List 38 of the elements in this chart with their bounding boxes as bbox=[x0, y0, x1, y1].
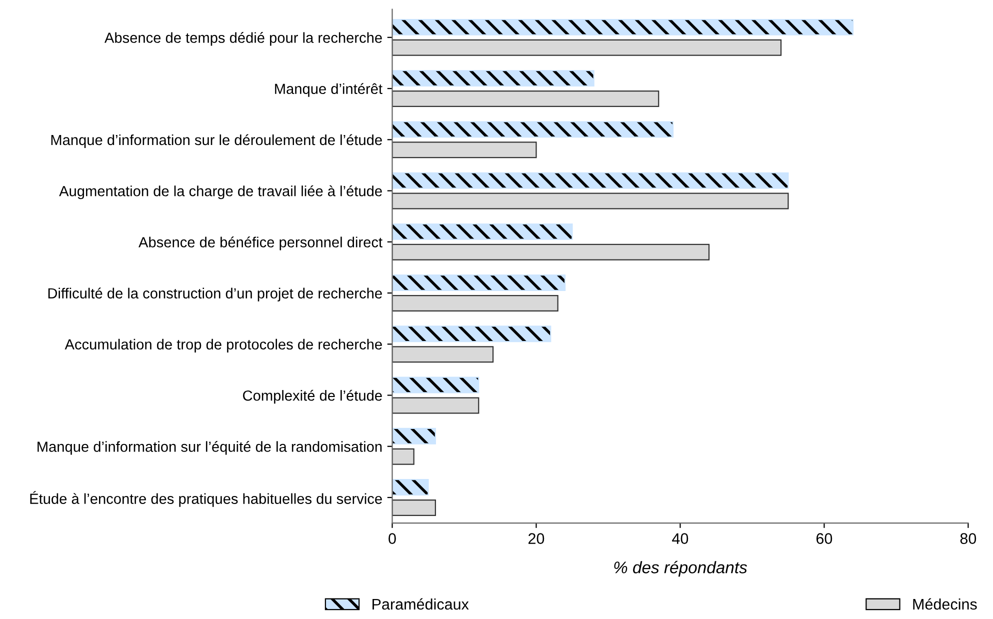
bar bbox=[392, 223, 573, 240]
bar bbox=[392, 90, 660, 107]
bar bbox=[392, 479, 429, 496]
bar bbox=[392, 244, 710, 260]
bar bbox=[392, 448, 414, 465]
bar bbox=[392, 18, 854, 36]
bar bbox=[392, 192, 789, 210]
x-axis-title: % des répondants bbox=[614, 560, 748, 577]
bar bbox=[392, 142, 537, 158]
y-tick-label: Accumulation de trop de protocoles de recherche bbox=[64, 338, 382, 352]
legend-label: Médecins bbox=[913, 598, 977, 610]
bar bbox=[392, 295, 558, 312]
y-tick-label: Augmentation de la charge de travail liée à l’étude bbox=[59, 185, 382, 200]
bar bbox=[392, 397, 480, 414]
bar bbox=[392, 274, 566, 292]
legend-label: Paramédicaux bbox=[372, 598, 469, 610]
y-tick-label: Difficulté de la construction d’un projet de recherche bbox=[48, 288, 382, 302]
y-tick-label: Manque d’intérêt bbox=[275, 83, 382, 97]
y-tick-label: Étude à l’encontre des pratiques habituelles du service bbox=[30, 491, 382, 507]
bar bbox=[392, 499, 436, 516]
bar bbox=[392, 376, 480, 394]
y-tick-label: Manque d’information sur le déroulement de l’étude bbox=[51, 134, 382, 148]
bar bbox=[392, 172, 789, 189]
bar bbox=[392, 39, 782, 56]
y-tick-label: Absence de bénéfice personnel direct bbox=[138, 236, 382, 250]
x-tick-label: 20 bbox=[528, 533, 544, 544]
x-tick-label: 0 bbox=[388, 533, 396, 544]
y-tick-label: Complexité de l’étude bbox=[243, 390, 382, 404]
bar bbox=[392, 326, 552, 342]
y-tick-label: Absence de temps dédié pour la recherche bbox=[104, 32, 382, 46]
bar bbox=[392, 346, 494, 363]
x-tick-label: 60 bbox=[816, 533, 832, 544]
x-tick-label: 80 bbox=[960, 533, 976, 544]
bar bbox=[392, 121, 674, 138]
bar bbox=[392, 428, 436, 444]
y-tick-label: Manque d’information sur l’équité de la randomisation bbox=[38, 441, 382, 455]
x-tick-label: 40 bbox=[672, 533, 688, 544]
bar bbox=[392, 70, 594, 87]
